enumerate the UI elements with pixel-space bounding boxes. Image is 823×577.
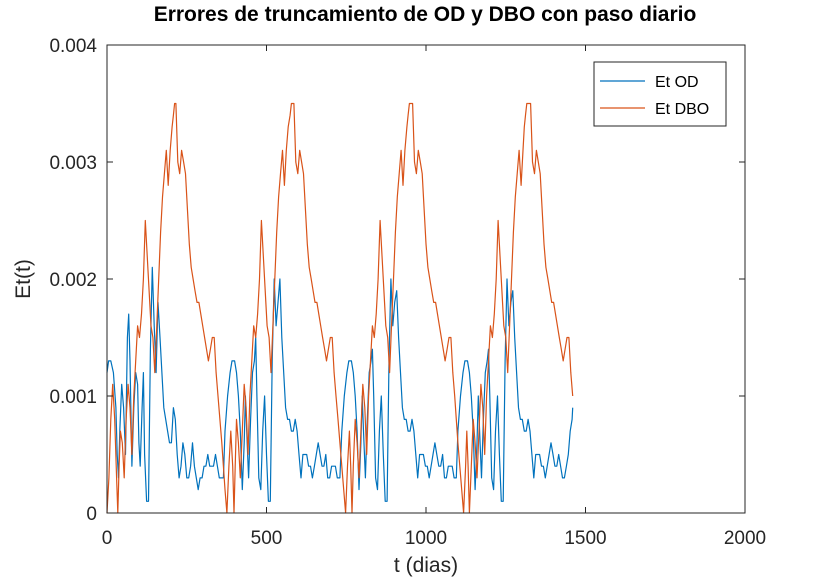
y-tick-label: 0.002	[49, 270, 97, 291]
y-axis-label: Et(t)	[12, 259, 35, 299]
x-tick-label: 1000	[405, 528, 447, 549]
legend-label-et-od: Et OD	[655, 74, 699, 91]
y-tick-label: 0.004	[49, 36, 97, 57]
y-tick-label: 0.003	[49, 153, 97, 174]
series-line-et-od	[106, 266, 574, 502]
legend-label-et-dbo: Et DBO	[655, 101, 709, 118]
x-axis: 0 500 1000 1500 2000	[102, 45, 766, 549]
x-tick-label: 500	[251, 528, 283, 549]
legend: Et OD Et DBO	[593, 61, 727, 127]
x-axis-label: t (dias)	[394, 554, 458, 577]
x-tick-label: 0	[102, 528, 113, 549]
series-line-et-dbo	[106, 102, 574, 514]
chart-title: Errores de truncamiento de OD y DBO con …	[154, 3, 697, 26]
legend-box	[593, 61, 727, 127]
x-tick-label: 1500	[564, 528, 606, 549]
y-axis: 0 0.001 0.002 0.003 0.004	[49, 36, 745, 525]
y-tick-label: 0	[86, 504, 97, 525]
x-tick-label: 2000	[724, 528, 766, 549]
y-tick-label: 0.001	[49, 387, 97, 408]
series-layer	[106, 102, 574, 514]
